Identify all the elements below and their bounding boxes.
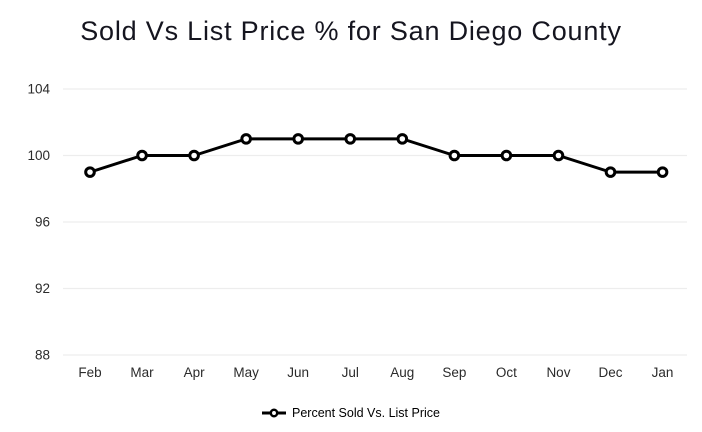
series-line (89, 137, 663, 174)
x-axis-tick-label: Nov (546, 365, 570, 380)
data-point-may[interactable] (240, 133, 252, 145)
x-axis-tick-label: Aug (390, 365, 414, 380)
data-point-aug[interactable] (396, 133, 409, 145)
data-point-nov[interactable] (552, 149, 565, 162)
y-axis-tick-label: 104 (27, 82, 50, 97)
data-point-jun[interactable] (292, 133, 305, 145)
x-axis-tick-label: May (233, 365, 259, 380)
legend-line-marker-icon (262, 408, 286, 418)
data-point-mar[interactable] (136, 149, 148, 162)
data-point-dec[interactable] (604, 166, 617, 178)
legend: Percent Sold Vs. List Price (0, 406, 702, 420)
data-point-sep[interactable] (448, 149, 461, 162)
data-point-jan[interactable] (656, 166, 669, 178)
x-axis-tick-label: Dec (598, 365, 622, 380)
x-axis-tick-label: Jan (652, 365, 674, 380)
y-axis-tick-label: 92 (35, 281, 50, 296)
data-point-oct[interactable] (500, 149, 513, 162)
data-point-feb[interactable] (84, 166, 96, 178)
x-axis-tick-label: Feb (78, 365, 101, 380)
y-axis-tick-label: 100 (27, 148, 50, 163)
y-axis-tick-label: 88 (35, 348, 50, 363)
x-axis-tick-label: Sep (442, 365, 466, 380)
x-axis-tick-label: Mar (130, 365, 154, 380)
chart-title: Sold Vs List Price % for San Diego Count… (80, 16, 622, 46)
y-axis-tick-label: 96 (35, 215, 50, 230)
x-axis-tick-label: Jul (342, 365, 359, 380)
x-axis-tick-label: Apr (184, 365, 206, 380)
legend-item-percent-sold[interactable]: Percent Sold Vs. List Price (262, 406, 440, 420)
data-point-jul[interactable] (344, 133, 357, 145)
x-axis-tick-label: Jun (287, 365, 309, 380)
x-axis-tick-label: Oct (496, 365, 517, 380)
data-point-apr[interactable] (188, 149, 200, 162)
legend-label: Percent Sold Vs. List Price (292, 406, 440, 420)
